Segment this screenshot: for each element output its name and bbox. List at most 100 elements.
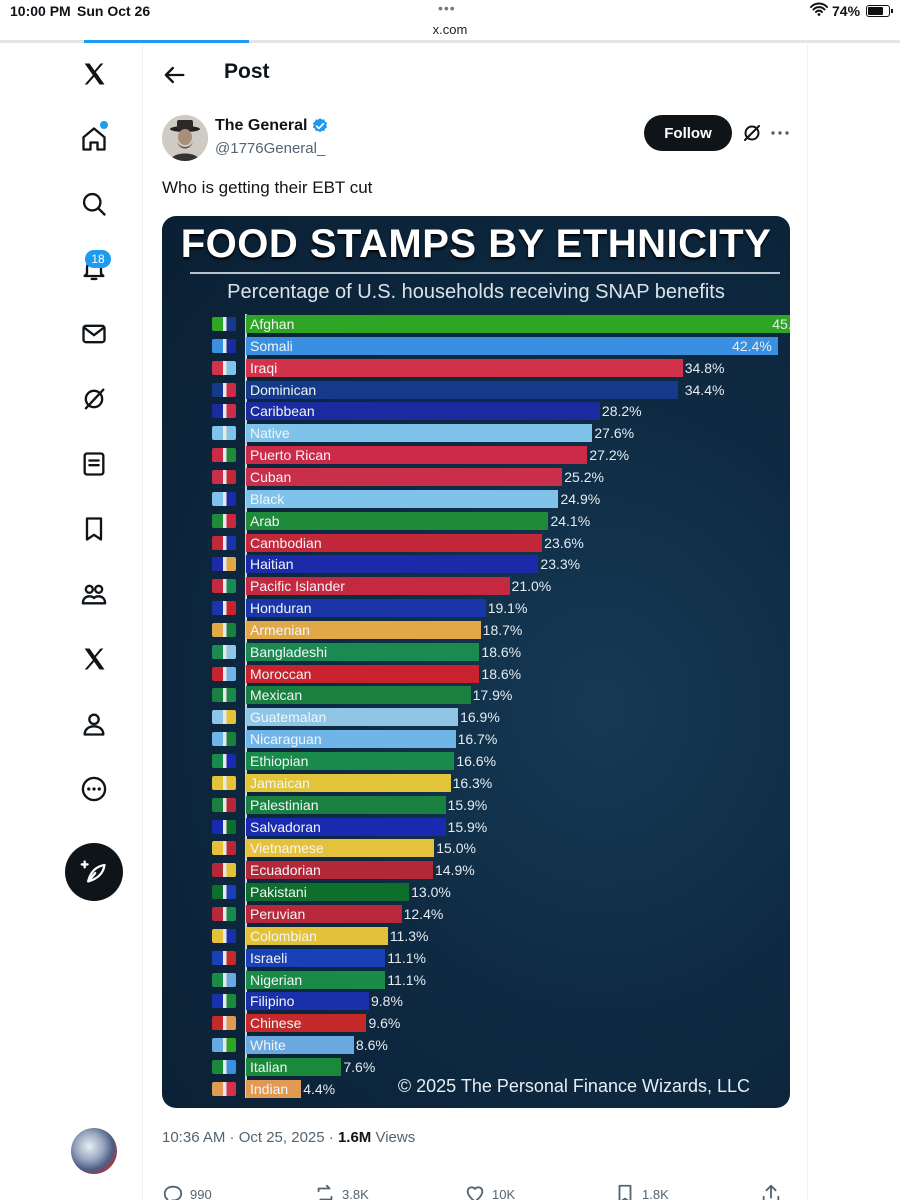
premium-icon[interactable] bbox=[62, 632, 126, 686]
bar-category-label: White bbox=[250, 1037, 286, 1054]
chart-bar bbox=[246, 555, 539, 574]
bar-value-label: 18.6% bbox=[481, 665, 522, 682]
author-name[interactable]: The General bbox=[215, 117, 329, 135]
bar-category-label: Armenian bbox=[250, 621, 310, 638]
share-button[interactable] bbox=[760, 1183, 782, 1200]
bookmark-count: 1.8K bbox=[642, 1186, 669, 1200]
compose-post-button[interactable] bbox=[65, 843, 123, 901]
chart-bar bbox=[246, 773, 451, 792]
feather-plus-icon bbox=[80, 860, 106, 883]
chart-bar bbox=[246, 861, 433, 880]
back-arrow-icon[interactable] bbox=[160, 61, 188, 89]
bookmarks-icon[interactable] bbox=[62, 502, 126, 556]
flag-icon bbox=[212, 863, 236, 878]
bar-value-label: 45.6% bbox=[772, 316, 790, 332]
account-avatar[interactable] bbox=[71, 1128, 117, 1174]
chart-bar bbox=[246, 336, 779, 355]
home-unread-dot bbox=[100, 121, 108, 129]
post-more-icon[interactable] bbox=[768, 121, 792, 145]
author-avatar[interactable] bbox=[162, 115, 208, 161]
flag-icon bbox=[212, 338, 236, 353]
bar-value-label: 23.3% bbox=[540, 556, 581, 573]
bar-category-label: Ecuadorian bbox=[250, 862, 321, 879]
post-timestamp[interactable]: 10:36 AM · Oct 25, 2025 bbox=[162, 1129, 325, 1146]
flag-icon bbox=[212, 317, 236, 331]
repost-icon bbox=[317, 1184, 333, 1200]
bar-value-label: 19.1% bbox=[487, 600, 528, 617]
messages-icon[interactable] bbox=[62, 307, 126, 361]
bar-category-label: Palestinian bbox=[250, 796, 319, 813]
chart-bar bbox=[246, 752, 455, 770]
bar-value-label: 21.0% bbox=[511, 578, 552, 595]
flag-icon bbox=[212, 360, 236, 375]
bar-value-label: 15.0% bbox=[436, 840, 476, 857]
flag-icon bbox=[212, 950, 236, 965]
bar-value-label: 28.2% bbox=[601, 403, 642, 420]
chart-bar bbox=[246, 883, 410, 902]
bar-category-label: Afghan bbox=[250, 316, 295, 332]
bar-value-label: 16.9% bbox=[460, 709, 500, 726]
post-image-chart[interactable]: FOOD STAMPS BY ETHNICITY Percentage of U… bbox=[162, 216, 790, 1108]
like-count: 10K bbox=[492, 1186, 516, 1200]
flag-icon bbox=[212, 513, 236, 528]
follow-button[interactable]: Follow bbox=[644, 115, 732, 151]
profile-icon[interactable] bbox=[62, 697, 126, 751]
chart-bar bbox=[246, 708, 459, 727]
chart-bar bbox=[246, 402, 600, 421]
bar-value-label: 11.1% bbox=[387, 971, 426, 988]
search-icon[interactable] bbox=[62, 177, 126, 231]
chart-bar bbox=[246, 970, 386, 989]
bar-category-label: Filipino bbox=[250, 993, 295, 1010]
author-handle[interactable]: @1776General_ bbox=[215, 140, 326, 157]
reply-icon bbox=[163, 1185, 183, 1200]
views-count: 1.6M bbox=[337, 1129, 372, 1146]
bar-category-label: Salvadoran bbox=[250, 818, 321, 835]
bar-value-label: 14.9% bbox=[434, 862, 475, 879]
bar-category-label: Ethiopian bbox=[250, 753, 309, 769]
flag-icon bbox=[212, 928, 236, 943]
bar-value-label: 11.1% bbox=[387, 949, 426, 966]
home-icon[interactable] bbox=[62, 112, 126, 166]
wifi-icon bbox=[810, 2, 828, 19]
flag-icon bbox=[212, 885, 236, 900]
bar-category-label: Somali bbox=[250, 337, 293, 354]
bar-category-label: Black bbox=[250, 490, 285, 507]
post-meta: 10:36 AM · Oct 25, 2025 · 1.6M Views bbox=[162, 1129, 415, 1146]
grok-explain-icon[interactable] bbox=[740, 121, 764, 145]
bar-category-label: Native bbox=[250, 425, 290, 442]
bar-value-label: 13.0% bbox=[411, 884, 451, 901]
reply-button[interactable]: 990 bbox=[162, 1183, 212, 1200]
flag-icon bbox=[212, 1038, 236, 1053]
x-logo-icon[interactable] bbox=[62, 47, 126, 101]
flag-icon bbox=[212, 994, 236, 1009]
multitask-dots-icon[interactable]: ••• bbox=[438, 0, 456, 16]
bar-value-label: 27.6% bbox=[594, 425, 635, 442]
chart-copyright: © 2025 The Personal Finance Wizards, LLC bbox=[397, 1076, 750, 1096]
bar-value-label: 24.1% bbox=[550, 512, 591, 529]
bar-category-label: Guatemalan bbox=[250, 709, 327, 726]
flag-icon bbox=[212, 1016, 236, 1031]
page-load-progress bbox=[0, 40, 900, 43]
bar-value-label: 27.2% bbox=[589, 447, 630, 464]
flag-icon bbox=[212, 972, 236, 987]
flag-icon bbox=[212, 710, 236, 725]
bar-category-label: Israeli bbox=[250, 949, 288, 966]
chart-bar bbox=[246, 992, 369, 1011]
bar-value-label: 34.8% bbox=[684, 359, 725, 376]
lists-icon[interactable] bbox=[62, 437, 126, 491]
chart-bar bbox=[246, 358, 683, 377]
bar-value-label: 18.7% bbox=[482, 621, 523, 638]
bookmark-icon bbox=[618, 1184, 632, 1200]
like-button[interactable]: 10K bbox=[464, 1183, 515, 1200]
chart-bar bbox=[246, 446, 588, 465]
address-bar-url[interactable]: x.com bbox=[432, 22, 468, 37]
chart-bar bbox=[246, 926, 388, 945]
chart-bar bbox=[246, 380, 678, 399]
bar-value-label: 42.4% bbox=[732, 337, 772, 354]
grok-icon[interactable] bbox=[62, 372, 126, 426]
more-icon[interactable] bbox=[62, 762, 126, 816]
repost-button[interactable]: 3.8K bbox=[314, 1183, 369, 1200]
bar-category-label: Pakistani bbox=[250, 884, 307, 901]
bookmark-button[interactable]: 1.8K bbox=[614, 1183, 669, 1200]
communities-icon[interactable] bbox=[62, 567, 126, 621]
